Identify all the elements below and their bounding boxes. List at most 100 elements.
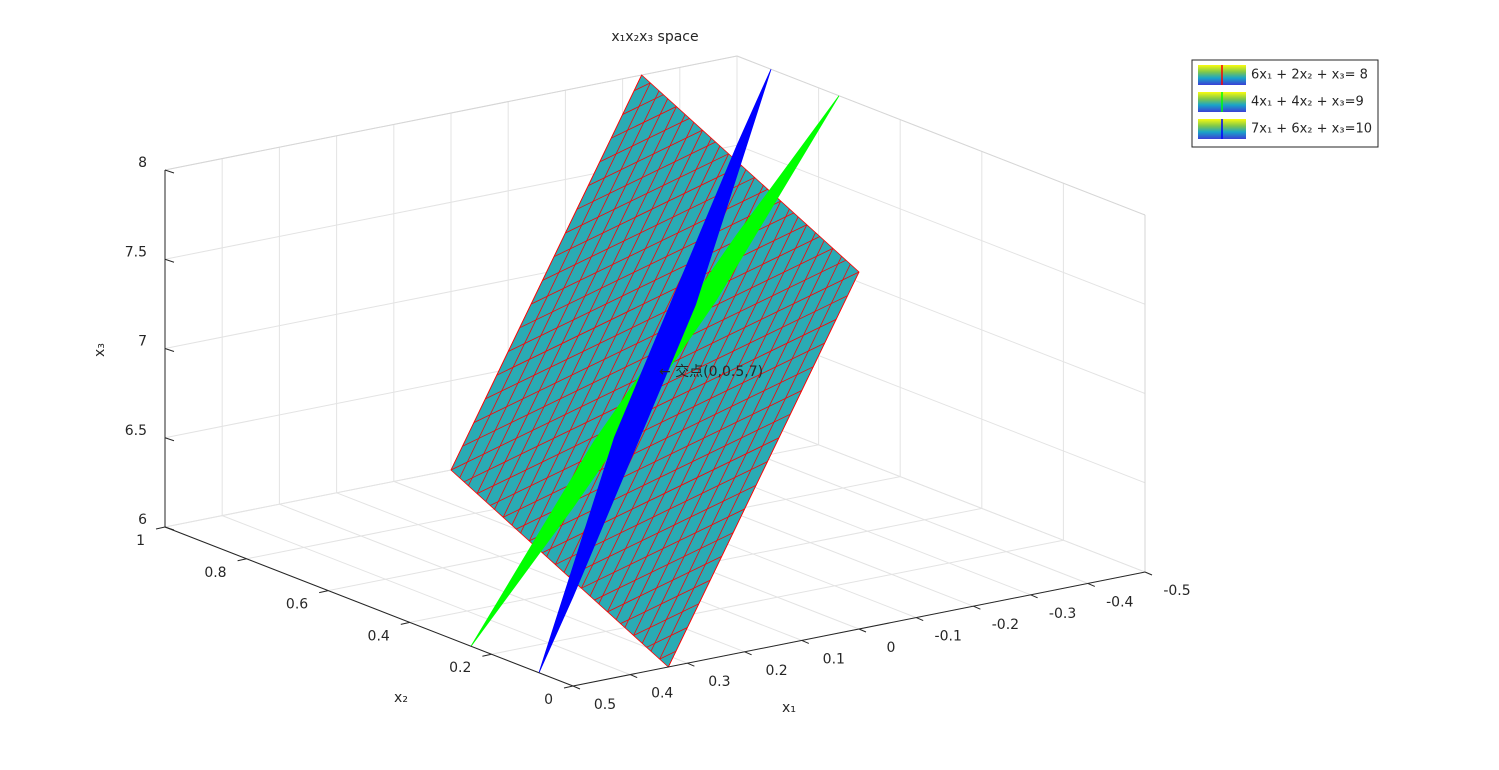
mesh-line [511,129,703,526]
axes: -0.5 -0.4 -0.3 -0.2 -0.1 0 0.1 0.2 0.3 0.4 0.5 0 0.2… [125,155,1191,713]
mesh-line [641,248,834,644]
x-tick [630,674,638,679]
x-tick [1087,582,1095,587]
z-tick [164,258,175,263]
mesh-line [607,556,722,613]
mesh-line [615,224,808,620]
x-tick [1030,594,1038,599]
x-tick-label: -0.4 [1106,594,1133,610]
y-tick [400,621,410,625]
mesh-line [502,366,814,518]
mesh-line [485,106,677,502]
x-tick-label: 0.3 [708,674,730,690]
z-tick [164,526,175,531]
mesh-line [659,650,677,660]
mesh-line [633,82,651,92]
mesh-line [485,236,821,400]
mesh-line [633,240,825,636]
x-tick [801,639,809,644]
y-tick [319,590,329,594]
legend-label: 7x₁ + 6x₂ + x₃=10 [1251,122,1372,137]
legend-label: 6x₁ + 2x₂ + x₃= 8 [1251,68,1368,83]
mesh-line [450,74,643,471]
z-tick [164,348,175,352]
x-tick [1144,571,1153,576]
z-tick-label: 7.5 [125,244,147,260]
grid-line [491,539,1064,655]
mesh-line [599,117,690,163]
chart-title: x₁x₂x₃ space [611,29,698,45]
mesh-line [468,90,660,486]
legend: 6x₁ + 2x₂ + x₃= 8 4x₁ + 4x₂ + x₃=9 7x₁ + 6… [1191,59,1379,148]
mesh-line [489,342,825,506]
mesh-line [494,114,686,510]
y-tick-label: 0.6 [286,597,308,613]
grid-line [222,515,631,676]
y-tick-label: 0.8 [204,565,226,581]
plane [538,69,772,673]
mesh-line [459,82,651,479]
y-axis-label: x₂ [394,690,408,706]
mesh-line [476,98,669,494]
x-tick [572,685,581,690]
mesh-line [553,165,742,258]
mesh-line [576,141,716,210]
mesh-line [528,145,721,542]
x-tick-label: -0.5 [1163,583,1190,599]
y-tick-label: 0.4 [368,628,390,644]
mesh-line [530,188,768,305]
z-tick-label: 6 [138,512,147,528]
z-tick-label: 7 [138,334,147,350]
mesh-line [520,137,712,534]
mesh-line [542,437,780,554]
mesh-line [659,263,851,660]
x-tick [973,605,981,610]
mesh-line [607,216,799,613]
grid-line [736,144,1146,305]
x-tick-label: 0 [887,640,896,656]
x-tick [858,628,867,633]
mesh-line [568,484,757,577]
x-tick-label: 0.2 [765,663,787,679]
mesh-line [620,579,711,625]
mesh-line [646,627,688,648]
y-axis [164,526,574,687]
legend-label: 4x₁ + 4x₂ + x₃=9 [1251,95,1364,110]
y-tick-label: 0.2 [449,660,471,676]
x-axis-label: x₁ [782,700,796,716]
mesh-line [594,532,734,601]
z-tick [164,437,175,442]
mesh-line [502,122,695,518]
y-tick [237,558,247,562]
mesh-line [622,94,664,115]
z-tick [164,169,175,174]
x-tick [687,662,695,667]
z-tick-label: 6.5 [125,423,147,439]
z-axis-label: x₃ [92,343,108,357]
mesh-line [598,208,790,605]
box-edge [736,55,1146,216]
x-tick-label: 0.5 [594,697,616,713]
mesh-line [588,129,703,186]
grid-line [736,412,1146,573]
mesh-line [589,200,782,597]
mesh-line [496,224,808,376]
mesh-line [624,232,816,628]
x-tick-label: 0.1 [823,651,845,667]
x-tick-label: -0.2 [992,617,1019,633]
y-tick-label: 1 [136,533,145,549]
y-tick-label: 0 [544,692,553,708]
y-tick [482,653,492,657]
x-tick [744,651,752,656]
surfaces [450,69,860,673]
y-tick [155,526,166,530]
y-tick [563,685,574,689]
mesh-line [667,271,860,668]
annotation: ← 交点(0,0.5,7) [659,363,763,380]
mesh-line [650,256,842,652]
z-tick-label: 8 [138,155,147,171]
x-tick-label: -0.1 [935,629,962,645]
x-tick [916,617,924,622]
x-tick-label: -0.3 [1049,606,1076,622]
